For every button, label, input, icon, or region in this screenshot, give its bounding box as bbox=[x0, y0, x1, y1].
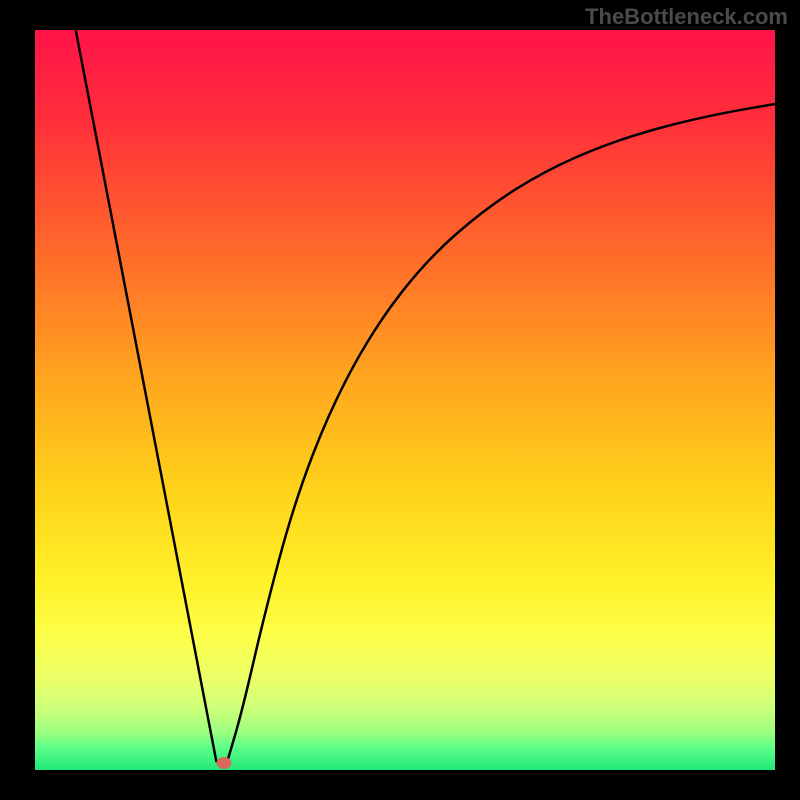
curve-svg bbox=[35, 30, 775, 770]
bottleneck-curve bbox=[76, 30, 775, 763]
plot-area bbox=[35, 30, 775, 770]
optimum-marker bbox=[216, 757, 231, 769]
watermark-text: TheBottleneck.com bbox=[585, 4, 788, 30]
